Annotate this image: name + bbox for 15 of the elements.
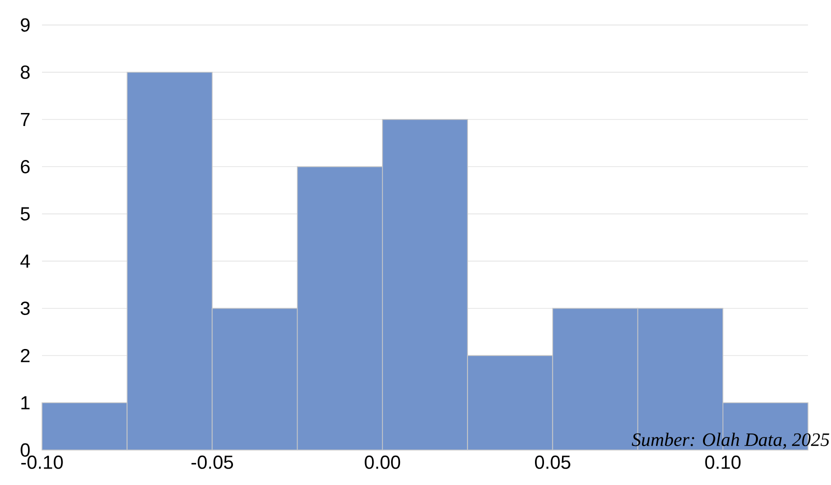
y-tick-label: 0 [20,443,30,457]
x-tick-label: 0.00 [364,456,400,469]
y-tick-label: 4 [20,254,30,268]
y-tick-label: 8 [20,66,30,79]
y-tick-label: 1 [21,396,30,410]
y-tick-label: 7 [20,112,30,126]
x-tick-label: 0.10 [705,456,741,469]
y-tick-label: 6 [20,160,30,174]
y-tick-label: 5 [20,207,30,220]
y-tick-label: 2 [20,348,30,362]
y-tick-label: 9 [20,18,30,32]
y-tick-label: 3 [20,302,30,316]
x-tick-label: 0.05 [534,456,570,469]
x-tick-label: -0.05 [191,456,233,469]
x-tick-label: -0.10 [21,456,63,469]
